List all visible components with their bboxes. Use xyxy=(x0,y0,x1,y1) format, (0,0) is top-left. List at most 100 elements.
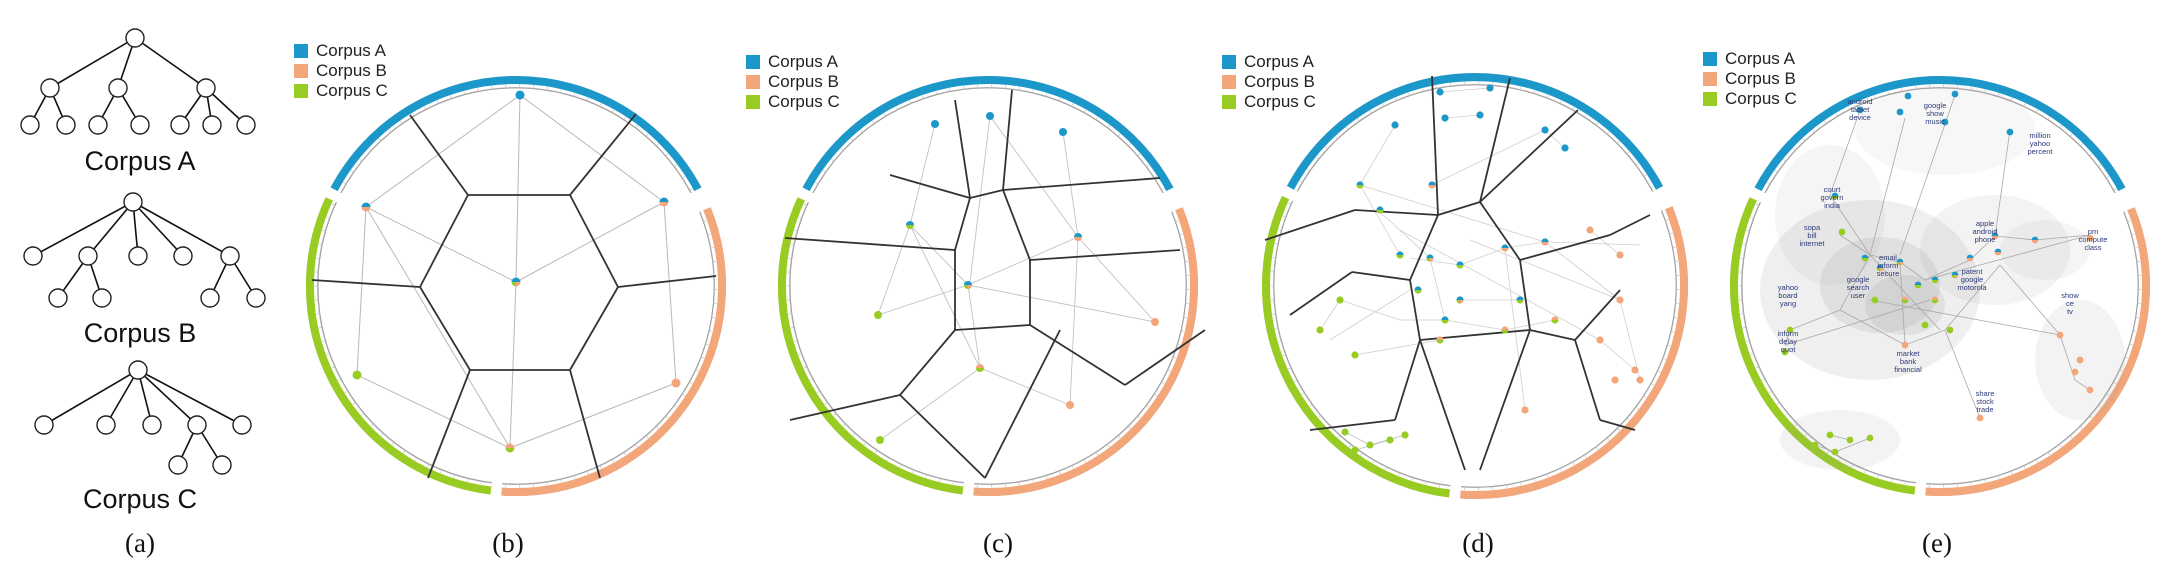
ring-tick xyxy=(2113,381,2117,384)
legend-swatch xyxy=(294,44,308,58)
ring-tick xyxy=(1635,406,1639,410)
tree-node xyxy=(196,78,216,98)
node-c xyxy=(874,311,882,319)
ring-border xyxy=(778,197,964,495)
node-half-a xyxy=(1994,248,2002,252)
word-label: show xyxy=(2061,291,2079,300)
ring-tick xyxy=(1755,366,1760,369)
ring-color xyxy=(973,207,1198,496)
ring-tick xyxy=(2105,176,2110,179)
ring-tick xyxy=(1984,478,1986,483)
graph-edge xyxy=(356,374,511,449)
ring-tick xyxy=(380,432,384,436)
graph-edge xyxy=(1339,299,1401,321)
ring-bg xyxy=(1460,206,1687,498)
ring-tick xyxy=(2010,470,2013,475)
node-half-b xyxy=(505,443,515,448)
ring-tick xyxy=(665,415,669,419)
legend-label: Corpus C xyxy=(1244,92,1316,111)
word-label: financial xyxy=(1894,365,1922,374)
ring-tick xyxy=(546,481,548,486)
tree-node xyxy=(92,288,112,308)
node-half-a xyxy=(659,197,669,202)
panel-label-b: (b) xyxy=(492,528,523,558)
ring-tick xyxy=(1584,454,1587,458)
ring-tick xyxy=(1278,229,1282,231)
word-label: phone xyxy=(1975,235,1996,244)
ring-inner xyxy=(1273,200,1451,486)
word-label: pm xyxy=(2088,227,2098,236)
node-half-c xyxy=(1356,185,1364,189)
voronoi-edge xyxy=(1519,259,1531,331)
word-label: compute xyxy=(2079,235,2108,244)
node-half-a xyxy=(1931,276,1939,280)
node-half-a xyxy=(1074,233,1082,237)
node-third-b xyxy=(1430,258,1434,262)
ring-tick xyxy=(368,148,372,152)
node-c xyxy=(1351,351,1359,359)
voronoi-edge xyxy=(784,237,956,251)
node-half-c xyxy=(1414,290,1422,294)
node-c xyxy=(1921,321,1929,329)
ring-tick xyxy=(466,478,469,482)
ring-tick xyxy=(1183,316,1188,318)
ring-tick xyxy=(1045,475,1048,479)
ring-tick xyxy=(1117,133,1121,137)
ring-tick xyxy=(1408,92,1410,97)
node-half-b xyxy=(1901,296,1909,300)
ring-bg xyxy=(307,197,492,494)
node-b xyxy=(1521,406,1529,414)
ring-tick xyxy=(1804,432,1808,436)
ring-tick xyxy=(1802,138,1806,142)
ring-tick xyxy=(1180,330,1185,332)
node-half-a xyxy=(1456,261,1464,265)
ring-tick xyxy=(623,451,626,456)
ring-tick xyxy=(1750,216,1755,219)
ring-tick xyxy=(815,181,819,185)
voronoi-edge xyxy=(1431,75,1439,216)
tree-title-3: Corpus C xyxy=(83,484,197,514)
legend-label: Corpus B xyxy=(768,72,839,91)
ring-tick xyxy=(1997,475,2000,479)
ring-tick xyxy=(611,109,614,113)
ring-tick xyxy=(1572,106,1575,111)
ring-tick xyxy=(681,176,686,179)
word-label: search xyxy=(1847,283,1870,292)
ring-tick xyxy=(2089,415,2093,419)
ring-tick xyxy=(883,113,887,117)
ring-tick xyxy=(1294,380,1298,383)
tree-node xyxy=(212,455,232,475)
voronoi-edge xyxy=(1599,419,1636,431)
node-c xyxy=(1946,326,1954,334)
word-label: percent xyxy=(2027,147,2053,156)
word-label: music xyxy=(1925,117,1945,126)
tree-edge xyxy=(132,201,184,257)
ring-tick xyxy=(1335,136,1339,140)
node-mixed xyxy=(1456,261,1464,269)
node-half-b xyxy=(1501,248,1509,252)
graph-edge xyxy=(1444,319,1506,331)
node-half-c xyxy=(505,448,515,453)
node-half-b xyxy=(659,202,669,207)
density-blob xyxy=(2000,220,2090,280)
node-half-a xyxy=(1441,316,1449,320)
node-a xyxy=(1441,114,1449,122)
ring-tick xyxy=(1824,120,1827,124)
voronoi-edge xyxy=(419,286,471,371)
legend-item-1: Corpus A xyxy=(1703,49,1796,68)
node-a xyxy=(2006,128,2014,136)
graph-edge xyxy=(1077,236,1156,323)
ring-tick xyxy=(886,457,890,461)
ring-tick xyxy=(1877,474,1880,478)
tree-edge xyxy=(105,369,139,426)
ring-tick xyxy=(840,148,844,152)
voronoi-edge xyxy=(899,394,986,479)
ring-tick xyxy=(1626,151,1630,155)
graph-edge xyxy=(1814,444,1836,453)
node-half-c xyxy=(1456,265,1464,269)
density-blob xyxy=(1775,145,1885,285)
node-half-a xyxy=(1396,251,1404,255)
graph-edge xyxy=(1599,339,1636,371)
